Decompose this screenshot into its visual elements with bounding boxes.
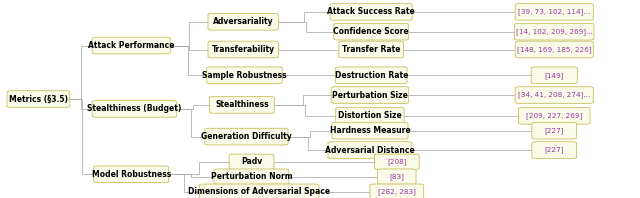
- FancyBboxPatch shape: [518, 108, 590, 124]
- Text: Metrics (§3.5): Metrics (§3.5): [9, 94, 68, 104]
- FancyBboxPatch shape: [208, 41, 278, 58]
- Text: [83]: [83]: [389, 173, 404, 180]
- FancyBboxPatch shape: [205, 128, 288, 145]
- FancyBboxPatch shape: [210, 97, 275, 113]
- Text: Distortion Size: Distortion Size: [338, 111, 402, 120]
- Text: Confidence Score: Confidence Score: [333, 27, 409, 36]
- FancyBboxPatch shape: [214, 169, 289, 184]
- FancyBboxPatch shape: [93, 166, 169, 183]
- Text: [227]: [227]: [545, 147, 564, 153]
- Text: Stealthiness (Budget): Stealthiness (Budget): [87, 104, 182, 113]
- Text: Perturbation Size: Perturbation Size: [332, 90, 408, 100]
- Text: [227]: [227]: [545, 127, 564, 134]
- Text: Perturbation Norm: Perturbation Norm: [211, 172, 292, 181]
- FancyBboxPatch shape: [330, 4, 412, 20]
- FancyBboxPatch shape: [328, 142, 412, 158]
- Text: [282, 283]: [282, 283]: [378, 188, 416, 195]
- FancyBboxPatch shape: [334, 23, 409, 40]
- FancyBboxPatch shape: [207, 67, 282, 84]
- FancyBboxPatch shape: [332, 87, 409, 103]
- Text: Dimensions of Adversarial Space: Dimensions of Adversarial Space: [188, 187, 330, 196]
- FancyBboxPatch shape: [378, 169, 416, 184]
- FancyBboxPatch shape: [335, 108, 404, 124]
- Text: Attack Success Rate: Attack Success Rate: [327, 7, 415, 16]
- Text: Adversarial Distance: Adversarial Distance: [325, 146, 415, 155]
- Text: Destruction Rate: Destruction Rate: [335, 71, 408, 80]
- Text: [34, 41, 208, 274]...: [34, 41, 208, 274]...: [518, 92, 590, 98]
- FancyBboxPatch shape: [339, 41, 404, 58]
- FancyBboxPatch shape: [92, 101, 177, 117]
- FancyBboxPatch shape: [229, 154, 274, 169]
- Text: Hardness Measure: Hardness Measure: [330, 126, 410, 135]
- Text: [14, 102, 209, 269]...: [14, 102, 209, 269]...: [516, 28, 593, 35]
- Text: Padv: Padv: [241, 157, 262, 166]
- Text: Model Robustness: Model Robustness: [92, 170, 171, 179]
- Text: Adversariality: Adversariality: [213, 17, 273, 26]
- Text: [39, 73, 102, 114]...: [39, 73, 102, 114]...: [518, 9, 590, 15]
- Text: Transfer Rate: Transfer Rate: [342, 45, 401, 54]
- FancyBboxPatch shape: [515, 23, 594, 40]
- FancyBboxPatch shape: [531, 67, 577, 84]
- FancyBboxPatch shape: [515, 4, 593, 20]
- FancyBboxPatch shape: [200, 184, 319, 198]
- Text: Sample Robustness: Sample Robustness: [202, 71, 287, 80]
- FancyBboxPatch shape: [374, 154, 419, 169]
- Text: [148, 169, 185, 226]: [148, 169, 185, 226]: [517, 46, 591, 53]
- Text: Transferability: Transferability: [212, 45, 275, 54]
- FancyBboxPatch shape: [332, 122, 408, 139]
- FancyBboxPatch shape: [208, 13, 278, 30]
- FancyBboxPatch shape: [7, 91, 70, 107]
- FancyBboxPatch shape: [532, 142, 577, 158]
- FancyBboxPatch shape: [515, 87, 593, 103]
- Text: Attack Performance: Attack Performance: [88, 41, 175, 50]
- FancyBboxPatch shape: [532, 122, 577, 139]
- Text: [209, 227, 269]: [209, 227, 269]: [526, 112, 582, 119]
- FancyBboxPatch shape: [370, 184, 424, 198]
- FancyBboxPatch shape: [335, 67, 407, 84]
- Text: [149]: [149]: [545, 72, 564, 79]
- Text: Stealthiness: Stealthiness: [215, 100, 269, 109]
- Text: [208]: [208]: [387, 158, 406, 165]
- Text: Generation Difficulty: Generation Difficulty: [201, 132, 292, 141]
- FancyBboxPatch shape: [92, 37, 170, 54]
- FancyBboxPatch shape: [515, 41, 593, 58]
